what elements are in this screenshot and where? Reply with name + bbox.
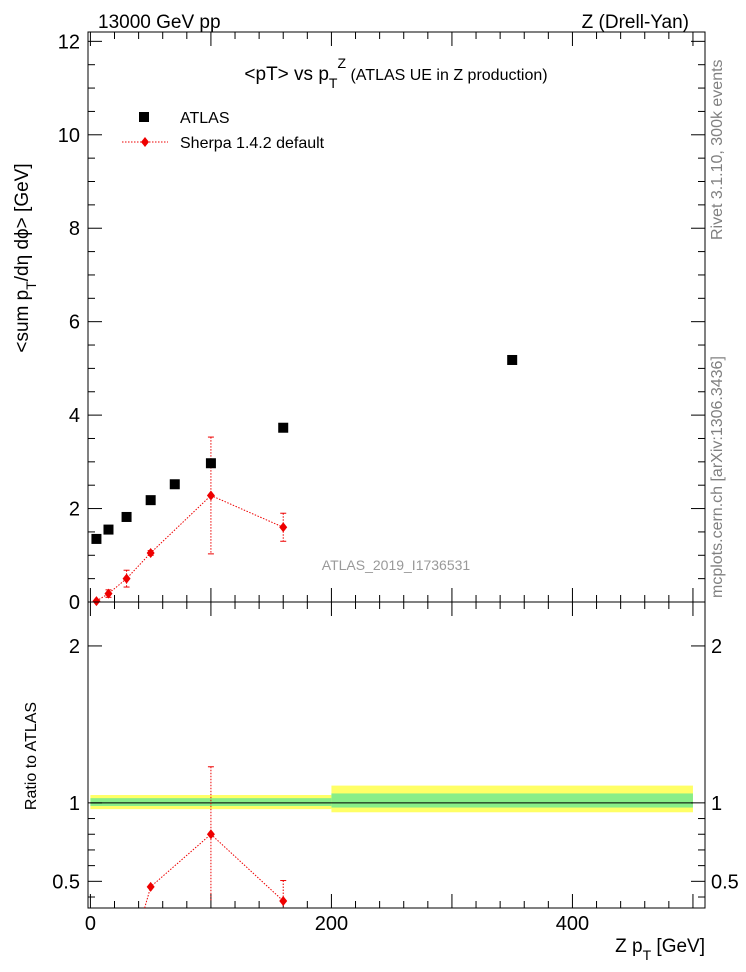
- ratio-sherpa-line: [144, 833, 284, 909]
- sherpa-point: [104, 588, 113, 599]
- ratio-band-inner: [331, 793, 693, 808]
- plot-title: <pT> vs pTZ (ATLAS UE in Z production): [244, 55, 547, 91]
- ratio-sherpa-point: [146, 881, 155, 892]
- sherpa-point: [92, 596, 101, 607]
- x-axis-label-b: [GeV]: [651, 936, 705, 957]
- x-tick-label: 400: [556, 913, 589, 935]
- y-axis-label: <sum pT/dη dϕ> [GeV]: [12, 163, 39, 352]
- atlas-point: [91, 533, 102, 544]
- atlas-point: [278, 422, 289, 433]
- header-left: 13000 GeV pp: [98, 12, 221, 33]
- legend: ATLAS Sherpa 1.4.2 default: [122, 110, 325, 152]
- y-axis-label-a: <sum p: [12, 290, 33, 353]
- atlas-point: [145, 495, 156, 506]
- legend-marker-sherpa: [141, 137, 149, 147]
- legend-marker-atlas: [139, 112, 149, 122]
- sherpa-point: [279, 522, 288, 533]
- y-tick-label: 2: [69, 499, 80, 521]
- ratio-y-label: Ratio to ATLAS: [23, 702, 40, 810]
- y-tick-label: 12: [58, 31, 80, 53]
- atlas-point: [103, 524, 114, 535]
- x-axis-label-a: Z p: [615, 936, 642, 957]
- ratio-band-inner: [90, 798, 332, 806]
- atlas-point: [121, 511, 132, 522]
- ratio-y-tick-label-right: 1: [711, 793, 722, 815]
- ratio-plot: Ratio to ATLAS Z pT [GeV] 0.5 0.5 1 1 2 2 0 200…: [23, 601, 739, 963]
- sherpa-line: [96, 494, 284, 602]
- sherpa-point: [146, 547, 155, 558]
- x-axis-label: Z pT [GeV]: [615, 936, 705, 963]
- x-tick-label: 200: [315, 913, 348, 935]
- y-tick-label: 4: [69, 405, 80, 427]
- ratio-y-tick-label: 0.5: [52, 871, 80, 893]
- sherpa-point: [122, 573, 131, 584]
- rivet-label: Rivet 3.1.10, 300k events: [709, 59, 726, 240]
- ratio-y-tick-label: 2: [69, 636, 80, 658]
- y-tick-label: 0: [69, 592, 80, 614]
- y-axis-label-b: /dη dϕ> [GeV]: [12, 163, 33, 281]
- ratio-sherpa-point: [279, 895, 288, 906]
- y-axis-label-sub: T: [23, 281, 39, 290]
- analysis-label: ATLAS_2019_I1736531: [322, 557, 471, 573]
- ratio-plot-frame: [87, 601, 706, 909]
- atlas-point: [169, 479, 180, 490]
- legend-label-sherpa: Sherpa 1.4.2 default: [180, 135, 325, 152]
- y-tick-label: 10: [58, 125, 80, 147]
- legend-label-atlas: ATLAS: [180, 110, 230, 127]
- y-tick-label: 6: [69, 312, 80, 334]
- ratio-y-tick-label-right: 2: [711, 636, 722, 658]
- sherpa-point: [206, 490, 215, 501]
- plot-title-post: (ATLAS UE in Z production): [346, 67, 548, 84]
- x-tick-label: 0: [85, 913, 96, 935]
- atlas-point: [507, 354, 518, 365]
- plot-title-sub: T: [329, 75, 338, 91]
- y-tick-label: 8: [69, 218, 80, 240]
- plot-title-main: <pT> vs p: [244, 64, 329, 85]
- atlas-point: [205, 458, 216, 469]
- main-plot: <pT> vs pTZ (ATLAS UE in Z production) <…: [12, 31, 706, 614]
- mcplots-label: mcplots.cern.ch [arXiv:1306.3436]: [709, 356, 726, 598]
- x-axis-label-sub: T: [643, 947, 652, 963]
- ratio-y-tick-label-right: 0.5: [711, 871, 739, 893]
- header-right: Z (Drell-Yan): [582, 12, 689, 33]
- plot-title-sup: Z: [337, 55, 346, 71]
- ratio-y-tick-label: 1: [69, 793, 80, 815]
- ratio-sherpa-point: [206, 829, 215, 840]
